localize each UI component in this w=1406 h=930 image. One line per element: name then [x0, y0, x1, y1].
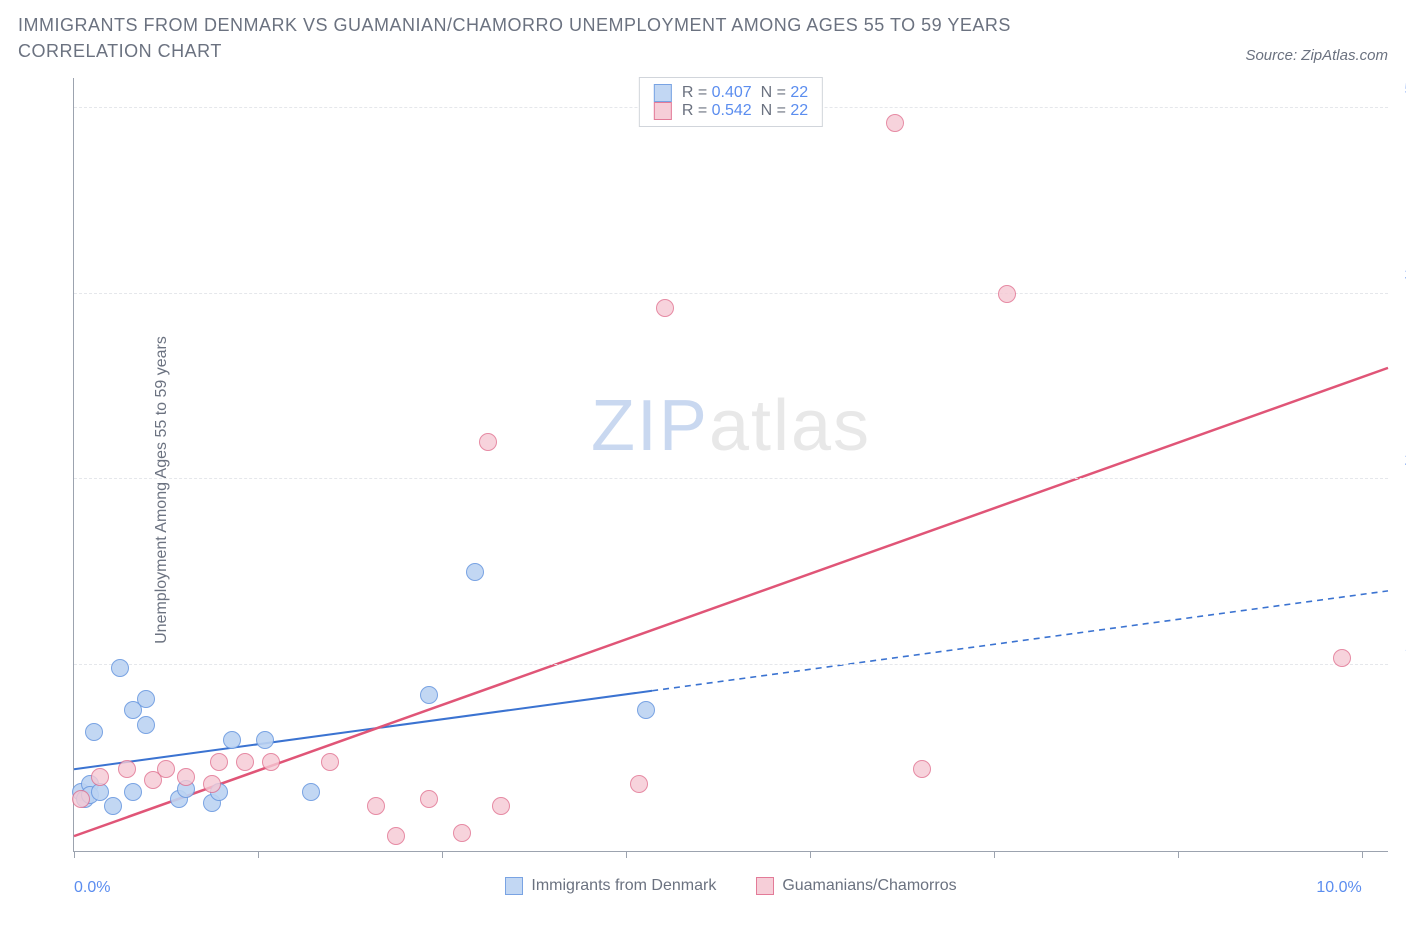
- data-point: [91, 768, 109, 786]
- data-point: [223, 731, 241, 749]
- data-point: [479, 433, 497, 451]
- x-tick: [626, 851, 627, 858]
- data-point: [236, 753, 254, 771]
- x-tick-label: 10.0%: [1316, 879, 1361, 897]
- gridline: [74, 293, 1388, 294]
- gridline: [74, 478, 1388, 479]
- data-point: [256, 731, 274, 749]
- source-attribution: Source: ZipAtlas.com: [1245, 47, 1388, 64]
- x-tick: [994, 851, 995, 858]
- legend-row-2: R = 0.542 N = 22: [654, 102, 808, 120]
- data-point: [913, 760, 931, 778]
- data-point: [387, 827, 405, 845]
- swatch-series-2: [654, 102, 672, 120]
- x-tick: [810, 851, 811, 858]
- series-legend: Immigrants from Denmark Guamanians/Chamo…: [74, 871, 1388, 901]
- chart-container: Unemployment Among Ages 55 to 59 years Z…: [18, 78, 1388, 902]
- data-point: [420, 686, 438, 704]
- page-title: IMMIGRANTS FROM DENMARK VS GUAMANIAN/CHA…: [18, 12, 1118, 64]
- data-point: [203, 775, 221, 793]
- swatch-series-1: [654, 84, 672, 102]
- data-point: [466, 563, 484, 581]
- x-tick: [74, 851, 75, 858]
- data-point: [630, 775, 648, 793]
- scatter-plot: ZIPatlas R = 0.407 N = 22 R = 0.542 N = …: [73, 78, 1388, 852]
- swatch-bottom-2: [756, 877, 774, 895]
- data-point: [210, 753, 228, 771]
- series-2-label: Guamanians/Chamorros: [782, 877, 956, 895]
- data-point: [453, 824, 471, 842]
- data-point: [656, 299, 674, 317]
- x-tick: [1362, 851, 1363, 858]
- series-1-label: Immigrants from Denmark: [531, 877, 716, 895]
- data-point: [302, 783, 320, 801]
- data-point: [637, 701, 655, 719]
- data-point: [998, 285, 1016, 303]
- x-tick: [258, 851, 259, 858]
- data-point: [886, 114, 904, 132]
- data-point: [85, 723, 103, 741]
- gridline: [74, 664, 1388, 665]
- data-point: [137, 690, 155, 708]
- data-point: [321, 753, 339, 771]
- data-point: [1333, 649, 1351, 667]
- data-point: [420, 790, 438, 808]
- data-point: [367, 797, 385, 815]
- x-tick: [1178, 851, 1179, 858]
- watermark: ZIPatlas: [591, 385, 871, 467]
- data-point: [177, 768, 195, 786]
- correlation-legend: R = 0.407 N = 22 R = 0.542 N = 22: [639, 77, 823, 127]
- legend-row-1: R = 0.407 N = 22: [654, 84, 808, 102]
- x-tick-label: 0.0%: [74, 879, 110, 897]
- data-point: [72, 790, 90, 808]
- x-tick: [442, 851, 443, 858]
- data-point: [111, 659, 129, 677]
- data-point: [157, 760, 175, 778]
- data-point: [118, 760, 136, 778]
- swatch-bottom-1: [505, 877, 523, 895]
- data-point: [262, 753, 280, 771]
- data-point: [124, 783, 142, 801]
- data-point: [104, 797, 122, 815]
- data-point: [137, 716, 155, 734]
- data-point: [492, 797, 510, 815]
